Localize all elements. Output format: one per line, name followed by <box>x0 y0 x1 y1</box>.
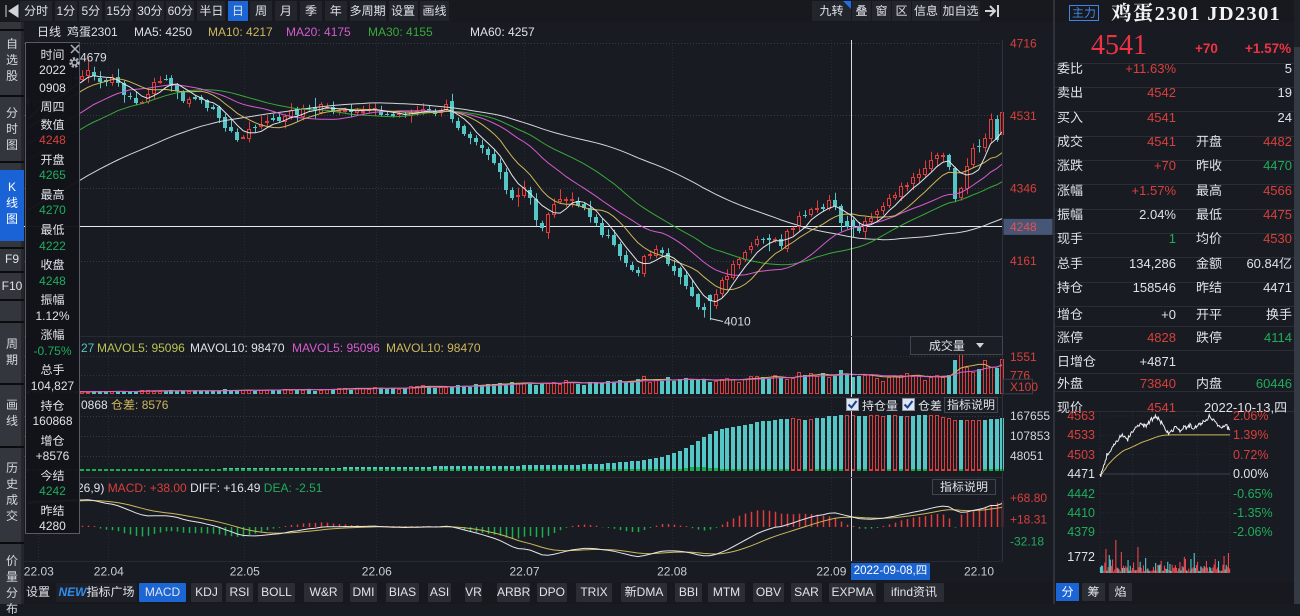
svg-text:22.07: 22.07 <box>509 565 539 579</box>
svg-text:48051: 48051 <box>1010 449 1044 463</box>
svg-text:1551: 1551 <box>1010 350 1037 364</box>
svg-text:22.09: 22.09 <box>816 565 846 579</box>
svg-text:4010: 4010 <box>724 315 751 329</box>
svg-text:107853: 107853 <box>1010 429 1050 443</box>
svg-text:4679: 4679 <box>80 51 107 65</box>
svg-text:22.05: 22.05 <box>230 565 260 579</box>
svg-text:+18.31: +18.31 <box>1010 512 1047 526</box>
svg-text:4716: 4716 <box>1010 36 1037 50</box>
svg-text:X100: X100 <box>1010 380 1038 394</box>
svg-text:4531: 4531 <box>1010 109 1037 123</box>
svg-text:22.10: 22.10 <box>964 565 994 579</box>
svg-text:4248: 4248 <box>1010 220 1037 234</box>
svg-text:22.08: 22.08 <box>657 565 687 579</box>
svg-text:-32.18: -32.18 <box>1010 535 1044 549</box>
svg-text:22.04: 22.04 <box>94 565 124 579</box>
svg-text:22.03: 22.03 <box>24 565 54 579</box>
svg-text:4346: 4346 <box>1010 182 1037 196</box>
svg-text:4161: 4161 <box>1010 254 1037 268</box>
svg-text:+68.80: +68.80 <box>1010 491 1047 505</box>
svg-text:167655: 167655 <box>1010 409 1050 423</box>
svg-text:22.06: 22.06 <box>362 565 392 579</box>
